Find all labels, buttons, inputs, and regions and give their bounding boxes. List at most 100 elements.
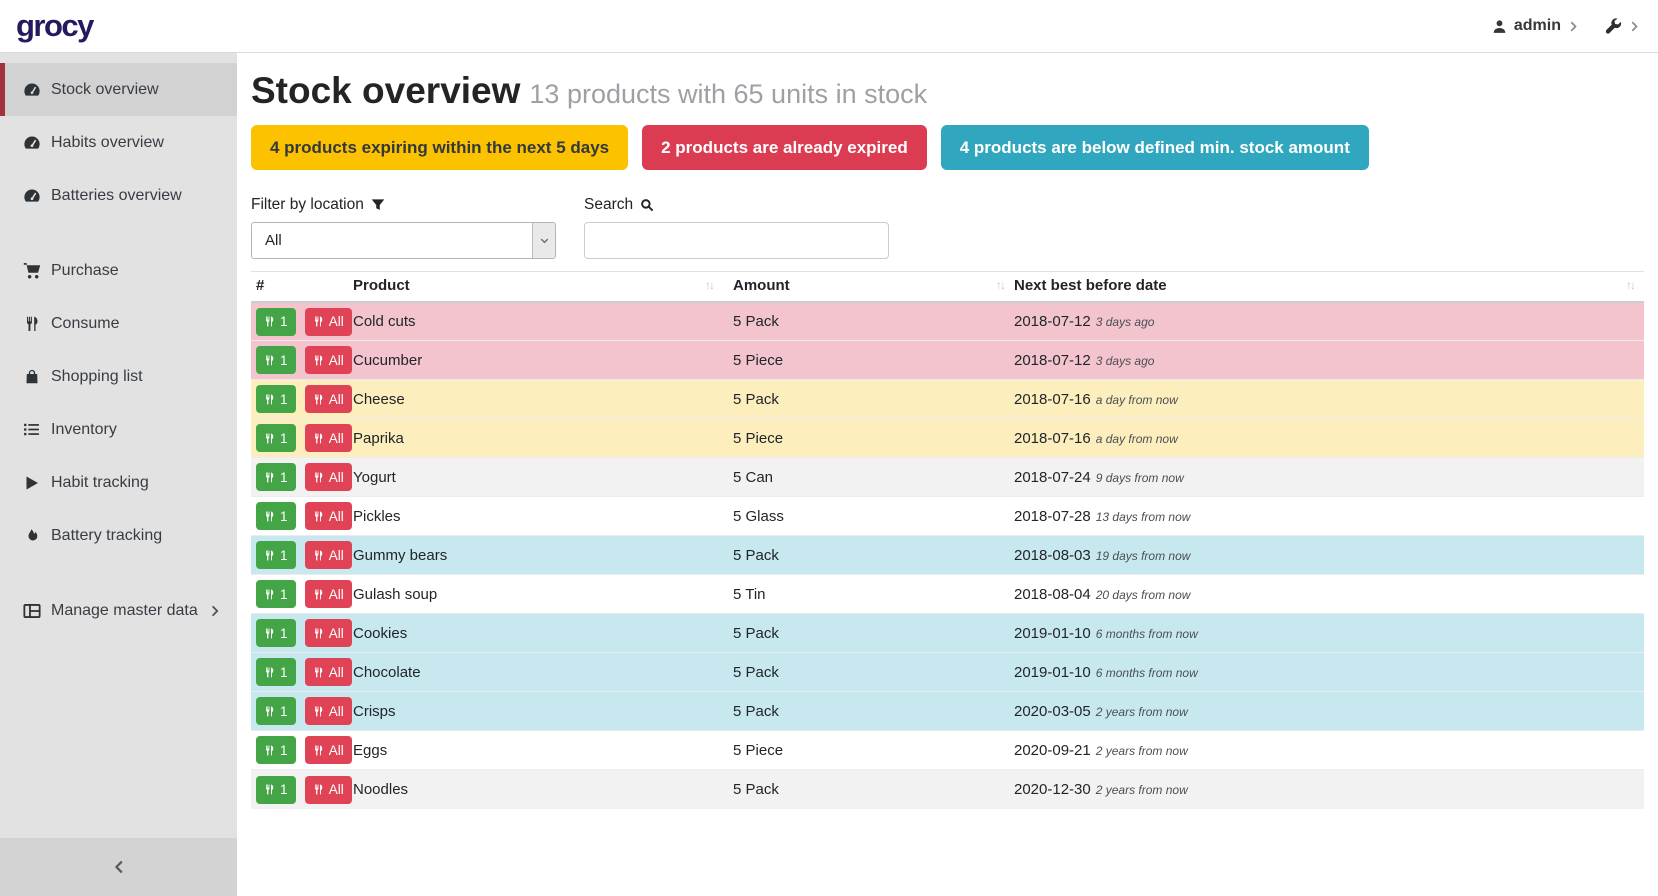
- gauge-icon: [22, 81, 41, 99]
- chevron-right-icon: [209, 605, 221, 617]
- consume-one-button[interactable]: 1: [256, 697, 296, 726]
- consume-one-label: 1: [280, 547, 288, 563]
- row-actions-cell: 1 All: [251, 613, 353, 653]
- search-label-text: Search: [584, 195, 634, 213]
- table-row: 1 All Eggs 5 Piece 2020-09-21 2 years fro…: [251, 730, 1644, 770]
- column-header-label: Next best before date: [1014, 276, 1167, 294]
- stock-table: # Product ↑↓ Amount ↑↓ Next best before da…: [251, 270, 1644, 809]
- user-icon: [1492, 19, 1507, 34]
- consume-one-button[interactable]: 1: [256, 424, 296, 453]
- best-before-cell: 2018-07-28 13 days from now: [1014, 496, 1644, 536]
- shopping-bag-icon: [22, 369, 41, 385]
- utensils-icon: [314, 433, 322, 444]
- location-filter-group: Filter by location All: [251, 196, 556, 259]
- column-header-amount[interactable]: Amount ↑↓: [733, 270, 1014, 303]
- table-row: 1 All Yogurt 5 Can 2018-07-24 9 days from…: [251, 457, 1644, 497]
- utensils-icon: [314, 706, 322, 717]
- consume-all-button[interactable]: All: [304, 619, 352, 648]
- consume-one-button[interactable]: 1: [256, 463, 296, 492]
- sidebar-item-shopping-list[interactable]: Shopping list: [0, 350, 237, 403]
- best-before-date: 2019-01-10: [1014, 663, 1091, 681]
- amount-cell: 5 Pack: [733, 379, 1014, 419]
- product-cell: Noodles: [353, 769, 733, 809]
- due-note: 2 years from now: [1095, 704, 1188, 719]
- consume-one-button[interactable]: 1: [256, 736, 296, 765]
- column-header-best-before[interactable]: Next best before date ↑↓: [1014, 270, 1644, 303]
- amount-cell: 5 Piece: [733, 418, 1014, 458]
- sidebar-item-inventory[interactable]: Inventory: [0, 403, 237, 456]
- chevron-right-icon: [1568, 21, 1579, 32]
- user-menu[interactable]: admin: [1492, 17, 1579, 35]
- column-header-index: #: [251, 270, 353, 303]
- utensils-icon: [314, 667, 322, 678]
- badge-already-expired[interactable]: 2 products are already expired: [642, 124, 927, 170]
- utensils-icon: [266, 355, 274, 366]
- sidebar-item-manage-master-data[interactable]: Manage master data: [0, 584, 237, 637]
- consume-one-button[interactable]: 1: [256, 619, 296, 648]
- best-before-date: 2018-07-28: [1014, 507, 1091, 525]
- consume-all-label: All: [328, 742, 344, 758]
- page-heading: Stock overview 13 products with 65 units …: [251, 70, 1644, 113]
- sidebar-item-habits-overview[interactable]: Habits overview: [0, 116, 237, 169]
- utensils-icon: [266, 745, 274, 756]
- column-header-product[interactable]: Product ↑↓: [353, 270, 733, 303]
- sidebar-item-batteries-overview[interactable]: Batteries overview: [0, 169, 237, 222]
- consume-one-button[interactable]: 1: [256, 385, 296, 414]
- sidebar-collapse-button[interactable]: [0, 838, 237, 896]
- sidebar-item-stock-overview[interactable]: Stock overview: [0, 63, 237, 116]
- table-row: 1 All Noodles 5 Pack 2020-12-30 2 years f…: [251, 769, 1644, 809]
- product-cell: Cucumber: [353, 340, 733, 380]
- row-actions-cell: 1 All: [251, 691, 353, 731]
- due-note: 3 days ago: [1095, 315, 1155, 330]
- consume-one-label: 1: [280, 314, 288, 330]
- consume-one-button[interactable]: 1: [256, 346, 296, 375]
- consume-one-label: 1: [280, 625, 288, 641]
- consume-all-button[interactable]: All: [304, 658, 352, 687]
- consume-one-button[interactable]: 1: [256, 502, 296, 531]
- filter-row: Filter by location All Search: [251, 196, 1644, 259]
- consume-all-button[interactable]: All: [304, 697, 352, 726]
- consume-all-label: All: [328, 352, 344, 368]
- best-before-cell: 2020-12-30 2 years from now: [1014, 769, 1644, 809]
- consume-one-button[interactable]: 1: [256, 775, 296, 804]
- consume-one-button[interactable]: 1: [256, 580, 296, 609]
- consume-all-button[interactable]: All: [304, 385, 352, 414]
- consume-all-button[interactable]: All: [304, 307, 352, 336]
- consume-all-button[interactable]: All: [304, 775, 352, 804]
- consume-one-button[interactable]: 1: [256, 541, 296, 570]
- table-row: 1 All Crisps 5 Pack 2020-03-05 2 years fr…: [251, 691, 1644, 731]
- utensils-icon: [266, 472, 274, 483]
- sort-icon: ↑↓: [1626, 278, 1636, 293]
- sidebar-item-habit-tracking[interactable]: Habit tracking: [0, 456, 237, 509]
- sidebar-item-label: Purchase: [51, 261, 119, 279]
- consume-all-button[interactable]: All: [304, 463, 352, 492]
- location-select[interactable]: All: [251, 221, 556, 259]
- sidebar-item-consume[interactable]: Consume: [0, 297, 237, 350]
- user-menu-label: admin: [1513, 17, 1561, 34]
- consume-all-button[interactable]: All: [304, 736, 352, 765]
- consume-one-label: 1: [280, 703, 288, 719]
- column-header-label: Amount: [733, 276, 790, 294]
- sidebar-item-purchase[interactable]: Purchase: [0, 244, 237, 297]
- consume-all-button[interactable]: All: [304, 424, 352, 453]
- consume-all-button[interactable]: All: [304, 580, 352, 609]
- due-note: 3 days ago: [1095, 353, 1155, 368]
- consume-all-button[interactable]: All: [304, 541, 352, 570]
- settings-menu[interactable]: [1605, 17, 1640, 35]
- sort-icon: ↑↓: [705, 278, 715, 293]
- row-actions-cell: 1 All: [251, 340, 353, 380]
- sidebar-item-label: Inventory: [51, 420, 117, 438]
- grocy-logo[interactable]: grocy: [16, 8, 94, 43]
- badge-below-min-stock[interactable]: 4 products are below defined min. stock …: [940, 124, 1369, 170]
- sidebar-item-battery-tracking[interactable]: Battery tracking: [0, 509, 237, 562]
- badge-expiring-soon[interactable]: 4 products expiring within the next 5 da…: [251, 124, 629, 170]
- row-actions-cell: 1 All: [251, 535, 353, 575]
- consume-all-button[interactable]: All: [304, 346, 352, 375]
- search-input[interactable]: [584, 221, 889, 259]
- consume-all-button[interactable]: All: [304, 502, 352, 531]
- consume-one-button[interactable]: 1: [256, 658, 296, 687]
- amount-cell: 5 Glass: [733, 496, 1014, 536]
- consume-one-button[interactable]: 1: [256, 307, 296, 336]
- due-note: 6 months from now: [1095, 626, 1198, 641]
- best-before-cell: 2018-08-03 19 days from now: [1014, 535, 1644, 575]
